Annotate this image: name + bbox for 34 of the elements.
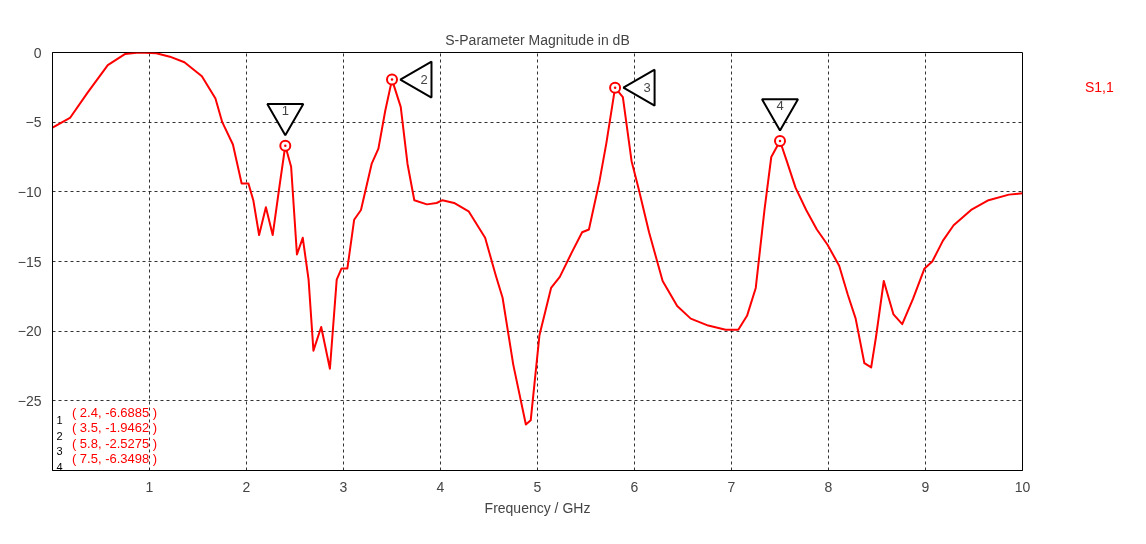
x-tick-label: 9 bbox=[921, 478, 930, 495]
point bbox=[609, 81, 622, 94]
annotation: ( 7.5, -6.3498 ) bbox=[71, 451, 158, 467]
text: S1,1 bbox=[1085, 78, 1114, 97]
annotation: 1 bbox=[281, 102, 289, 118]
point bbox=[386, 73, 398, 86]
x-tick-label: 4 bbox=[436, 478, 445, 495]
y-tick-label: −15 bbox=[17, 253, 42, 270]
x-tick-label: 10 bbox=[1014, 478, 1031, 495]
x-tick-label: 7 bbox=[727, 478, 736, 495]
point bbox=[774, 134, 786, 147]
annotation: 4 bbox=[776, 98, 784, 114]
x-tick-label: 3 bbox=[339, 478, 348, 495]
annotation: ( 2.4, -6.6885 ) bbox=[71, 404, 158, 420]
y-tick-label: 0 bbox=[33, 44, 42, 61]
x-tick-label: 6 bbox=[630, 478, 639, 495]
y-tick-label: −20 bbox=[17, 323, 42, 340]
y-tick-label: −25 bbox=[17, 392, 42, 409]
x-axis-title: Frequency / GHz bbox=[484, 499, 591, 516]
point bbox=[279, 139, 292, 152]
x-tick-label: 2 bbox=[242, 478, 251, 495]
y-tick-label: −10 bbox=[17, 183, 42, 200]
annotation: 2 bbox=[420, 72, 428, 88]
text: 2 bbox=[56, 429, 63, 442]
annotation: ( 5.8, -2.5275 ) bbox=[71, 435, 158, 451]
x-tick-label: 8 bbox=[824, 478, 833, 495]
y-tick-label: −5 bbox=[25, 114, 42, 131]
text: 3 bbox=[56, 445, 63, 458]
x-tick-label: 1 bbox=[145, 478, 154, 495]
text: 1 bbox=[56, 414, 63, 427]
annotation: ( 3.5, -1.9462 ) bbox=[71, 420, 158, 436]
chart-title: S-Parameter Magnitude in dB bbox=[445, 31, 630, 48]
annotation: 3 bbox=[643, 80, 651, 96]
x-tick-label: 5 bbox=[533, 478, 542, 495]
